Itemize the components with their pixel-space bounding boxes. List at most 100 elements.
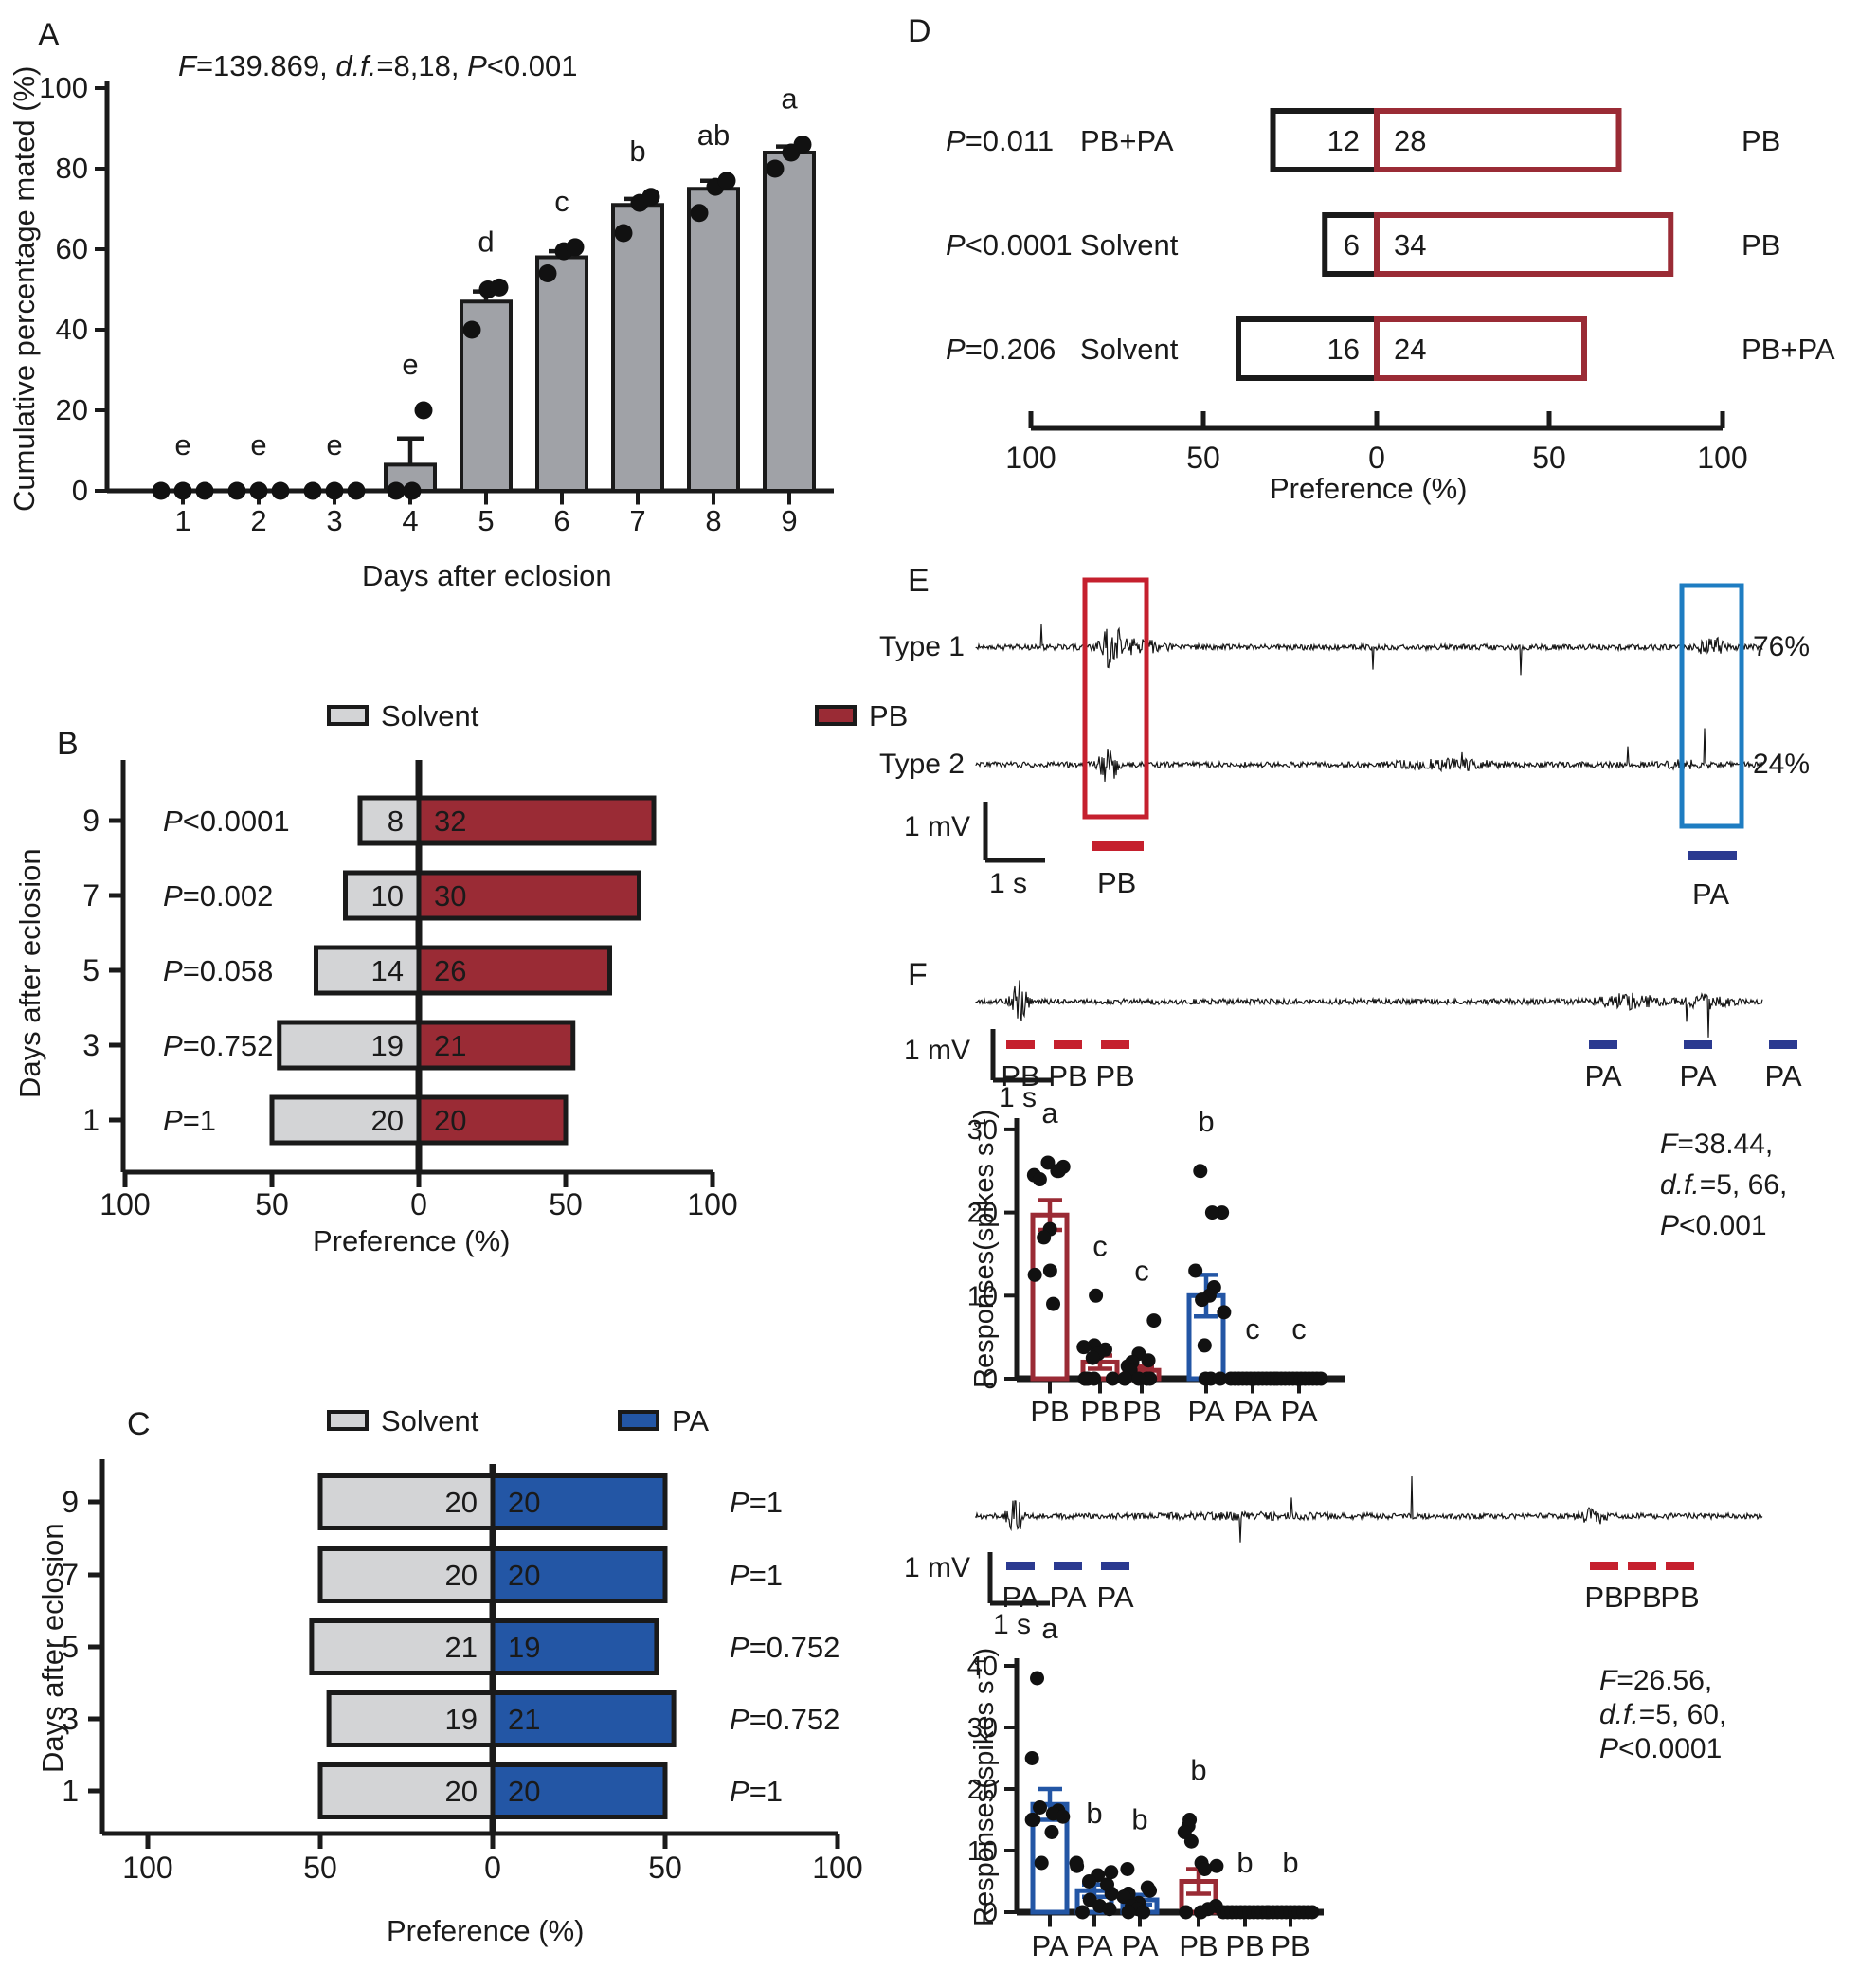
scale-mv-label-e: 1 mV [904,811,971,842]
y-tick-label: 20 [56,393,88,426]
category-label: PA [1234,1395,1271,1428]
data-point [414,401,433,420]
category-label: PA [1075,1929,1112,1962]
data-point [793,136,812,154]
bar-count-right: 20 [508,1559,540,1592]
x-tick-label: 100 [99,1187,150,1221]
p-value-label: P=0.206 [946,333,1056,366]
bar-right [490,1690,677,1747]
panel-c-label: C [127,1406,151,1442]
bar-count-left: 21 [445,1631,478,1664]
sig-letter: ab [697,118,730,152]
panel-f-label: F [908,957,928,993]
chart1-ylabel: Responses(spikes s⁻¹) [969,1109,1000,1389]
bar-count-left: 16 [1327,333,1360,366]
y-tick-label: 0 [983,1364,998,1395]
bar-right [490,1546,668,1603]
data-point [1089,1288,1104,1303]
right-choice-label: PB+PA [1742,333,1835,366]
stim-bar-pa [1688,851,1737,860]
x-tick-label: 50 [1532,441,1566,475]
data-point [1131,1371,1146,1386]
p-value-label: P=0.752 [730,1703,839,1736]
p-value-label: P=1 [730,1486,783,1519]
category-label: PB [1080,1395,1119,1428]
legend-label-pb: PB [869,699,909,732]
category-label: 5 [478,504,494,537]
p-value-label: P<0.0001 [946,228,1073,262]
data-point [195,481,214,500]
stim-label: PB [1001,1059,1039,1093]
y-tick-label: 100 [39,71,88,104]
sig-letter: e [174,428,190,461]
chart1-stats: F=38.44, d.f.=5, 66, P<0.001 [1660,1129,1788,1241]
stim-label: PB [1048,1059,1087,1093]
legend-label-solvent: Solvent [381,699,479,732]
trace-type2-percent: 24% [1753,749,1811,780]
trace-path [975,980,1763,1038]
y-tick-label: 30 [967,1713,998,1744]
data-point [717,172,736,190]
sig-letter: c [554,185,569,218]
legend-label-solvent-c: Solvent [381,1404,479,1437]
trace-path [975,1475,1763,1543]
bar-right [1374,212,1674,277]
data-point [1213,1371,1228,1386]
category-label: PA [1187,1395,1224,1428]
trace-type1-percent: 76% [1753,631,1811,662]
stim-bar [1769,1040,1797,1049]
sig-letter: b [1086,1797,1102,1830]
scale-mv-label-f1: 1 mV [904,1035,971,1066]
sig-letter: e [326,428,342,461]
data-point [1032,1172,1047,1187]
stim-label: PA [1002,1581,1038,1614]
data-point [1313,1371,1328,1386]
bar-count-right: 21 [434,1029,466,1062]
category-label: 1 [174,504,190,537]
stim-bar [1054,1040,1082,1049]
data-point [462,320,481,339]
data-point [1204,1205,1219,1220]
y-tick-label: 0 [72,474,88,507]
bar-count-left: 12 [1327,124,1360,157]
stim-bar [1054,1562,1082,1570]
stim-label: PB [1095,1059,1134,1093]
data-point [249,481,268,500]
data-point [1027,1267,1042,1282]
data-point [1193,1905,1208,1920]
bar-right [490,1473,668,1530]
day-label: 3 [82,1028,99,1062]
y-tick-label: 40 [56,313,88,346]
category-label: 9 [781,504,797,537]
bar-count-right: 28 [1394,124,1426,157]
x-tick-label: 100 [1005,441,1056,475]
category-label: PB [1225,1929,1264,1962]
bar-count-right: 26 [434,954,466,987]
x-tick-label: 100 [1697,441,1747,475]
data-point [1120,1862,1135,1876]
bar-count-left: 20 [371,1104,404,1137]
sig-letter: d [478,225,494,258]
panel-b-ylabel: Days after eclosion [13,848,46,1098]
data-point [1077,1371,1092,1386]
data-point [1051,1164,1066,1179]
category-label: PB [1179,1929,1218,1962]
scale-s-label-f1: 1 s [999,1082,1038,1113]
sig-letter: e [402,348,418,381]
bar-left [1270,108,1380,172]
stim-pa-label-e: PA [1692,877,1730,911]
bar-right [490,1618,659,1675]
data-point [1195,1292,1210,1308]
data-point [690,204,709,223]
p-value-label: P=1 [163,1104,216,1137]
data-point [1217,1305,1232,1320]
panel-c-ylabel: Days after eclosion [36,1523,69,1773]
bar-count-left: 20 [445,1486,478,1519]
left-choice-label: PB+PA [1080,124,1174,157]
category-label: PB [1030,1395,1069,1428]
right-choice-label: PB [1742,124,1780,157]
stim-label: PB [1622,1581,1661,1614]
day-label: 3 [62,1702,79,1736]
stim-bar [1628,1562,1656,1570]
